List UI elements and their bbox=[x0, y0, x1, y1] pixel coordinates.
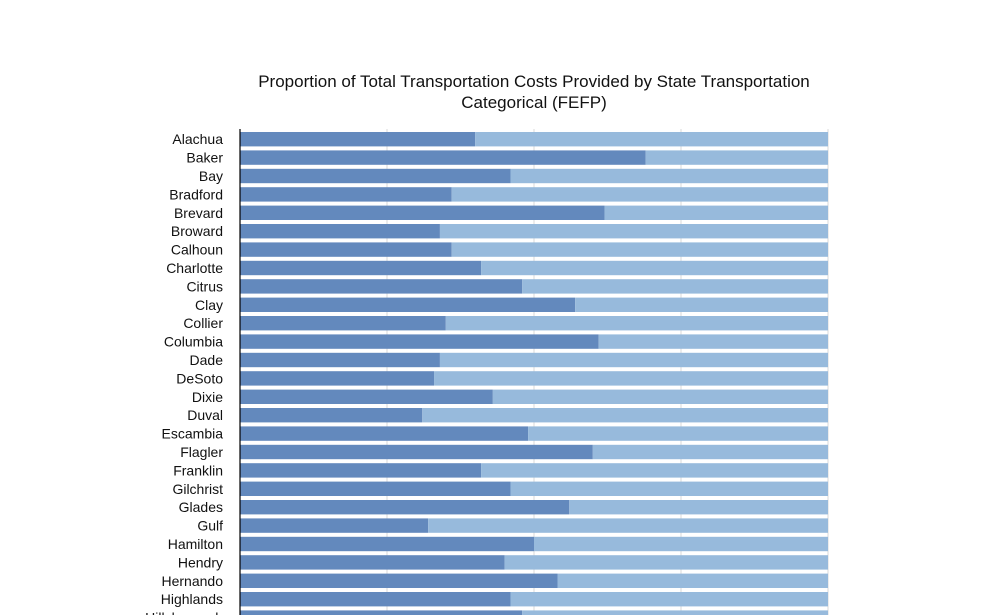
category-label-desoto: DeSoto bbox=[176, 370, 223, 386]
bar-dixie-segment-2 bbox=[492, 389, 828, 404]
bar-alachua-segment-2 bbox=[475, 132, 828, 147]
category-label-bradford: Bradford bbox=[169, 186, 223, 202]
category-label-citrus: Citrus bbox=[186, 278, 223, 294]
bar-hillsborough-segment-1 bbox=[240, 610, 523, 615]
bar-hendry-segment-1 bbox=[240, 555, 505, 570]
bar-baker-segment-1 bbox=[240, 150, 646, 165]
bar-collier-segment-1 bbox=[240, 316, 446, 331]
bar-hamilton-segment-1 bbox=[240, 536, 534, 552]
category-label-hendry: Hendry bbox=[178, 554, 223, 570]
category-label-hernando: Hernando bbox=[162, 573, 224, 589]
bar-brevard-segment-2 bbox=[604, 205, 828, 220]
category-label-escambia: Escambia bbox=[162, 426, 224, 442]
bar-hillsborough-segment-2 bbox=[522, 610, 828, 615]
bar-desoto-segment-1 bbox=[240, 371, 435, 386]
category-label-glades: Glades bbox=[179, 499, 223, 515]
bar-dade-segment-1 bbox=[240, 352, 440, 368]
category-label-brevard: Brevard bbox=[174, 205, 223, 221]
category-label-charlotte: Charlotte bbox=[166, 260, 223, 276]
bar-calhoun-segment-2 bbox=[451, 242, 828, 257]
bar-citrus-segment-2 bbox=[522, 279, 828, 294]
bar-hamilton-segment-2 bbox=[534, 536, 828, 552]
category-label-clay: Clay bbox=[195, 297, 223, 313]
bar-glades-segment-2 bbox=[569, 500, 828, 515]
bar-highlands-segment-2 bbox=[510, 592, 828, 607]
bar-calhoun-segment-1 bbox=[240, 242, 452, 257]
category-label-hillsborough: Hillsborough bbox=[145, 610, 223, 615]
bar-charlotte-segment-2 bbox=[481, 260, 828, 276]
bar-flagler-segment-1 bbox=[240, 444, 593, 460]
category-label-baker: Baker bbox=[186, 150, 223, 166]
category-label-columbia: Columbia bbox=[164, 334, 223, 350]
bar-bradford-segment-2 bbox=[451, 187, 828, 202]
category-label-dade: Dade bbox=[190, 352, 224, 368]
bar-bay-segment-1 bbox=[240, 168, 511, 184]
bar-citrus-segment-1 bbox=[240, 279, 523, 294]
bar-hendry-segment-2 bbox=[504, 555, 828, 570]
bar-flagler-segment-2 bbox=[592, 444, 828, 460]
bar-gulf-segment-2 bbox=[428, 518, 828, 533]
bar-highlands-segment-1 bbox=[240, 592, 511, 607]
bar-collier-segment-2 bbox=[445, 316, 828, 331]
category-label-hamilton: Hamilton bbox=[168, 536, 223, 552]
category-label-gulf: Gulf bbox=[197, 518, 223, 534]
bar-charlotte-segment-1 bbox=[240, 260, 482, 276]
bar-alachua-segment-1 bbox=[240, 132, 476, 147]
bar-bradford-segment-1 bbox=[240, 187, 452, 202]
bar-dade-segment-2 bbox=[439, 352, 828, 368]
category-label-bay: Bay bbox=[199, 168, 223, 184]
bar-dixie-segment-1 bbox=[240, 389, 493, 404]
category-label-collier: Collier bbox=[183, 315, 223, 331]
bar-columbia-segment-1 bbox=[240, 334, 599, 349]
category-label-duval: Duval bbox=[187, 407, 223, 423]
category-label-alachua: Alachua bbox=[172, 131, 223, 147]
bar-desoto-segment-2 bbox=[434, 371, 828, 386]
bars bbox=[240, 132, 828, 615]
bar-hernando-segment-1 bbox=[240, 573, 558, 588]
chart-title: Proportion of Total Transportation Costs… bbox=[258, 72, 810, 112]
bar-broward-segment-1 bbox=[240, 224, 440, 239]
category-label-flagler: Flagler bbox=[180, 444, 223, 460]
bar-baker-segment-2 bbox=[645, 150, 828, 165]
category-label-dixie: Dixie bbox=[192, 389, 223, 405]
category-label-broward: Broward bbox=[171, 223, 223, 239]
bar-duval-segment-1 bbox=[240, 408, 423, 423]
bar-gulf-segment-1 bbox=[240, 518, 429, 533]
bar-hernando-segment-2 bbox=[557, 573, 828, 588]
category-label-franklin: Franklin bbox=[173, 462, 223, 478]
bar-clay-segment-2 bbox=[575, 297, 828, 312]
bar-clay-segment-1 bbox=[240, 297, 576, 312]
bar-gilchrist-segment-2 bbox=[510, 481, 828, 496]
bar-escambia-segment-2 bbox=[528, 426, 828, 441]
bar-gilchrist-segment-1 bbox=[240, 481, 511, 496]
category-label-highlands: Highlands bbox=[161, 591, 223, 607]
bar-franklin-segment-1 bbox=[240, 463, 482, 478]
bar-franklin-segment-2 bbox=[481, 463, 828, 478]
bar-broward-segment-2 bbox=[439, 224, 828, 239]
bar-bay-segment-2 bbox=[510, 168, 828, 184]
bar-glades-segment-1 bbox=[240, 500, 570, 515]
bar-brevard-segment-1 bbox=[240, 205, 605, 220]
bar-escambia-segment-1 bbox=[240, 426, 529, 441]
category-labels: Alachua Baker Bay Bradford Brevard Broward Cal… bbox=[145, 131, 223, 615]
category-label-gilchrist: Gilchrist bbox=[172, 481, 223, 497]
bar-columbia-segment-2 bbox=[598, 334, 828, 349]
bar-duval-segment-2 bbox=[422, 408, 828, 423]
category-label-calhoun: Calhoun bbox=[171, 242, 223, 258]
